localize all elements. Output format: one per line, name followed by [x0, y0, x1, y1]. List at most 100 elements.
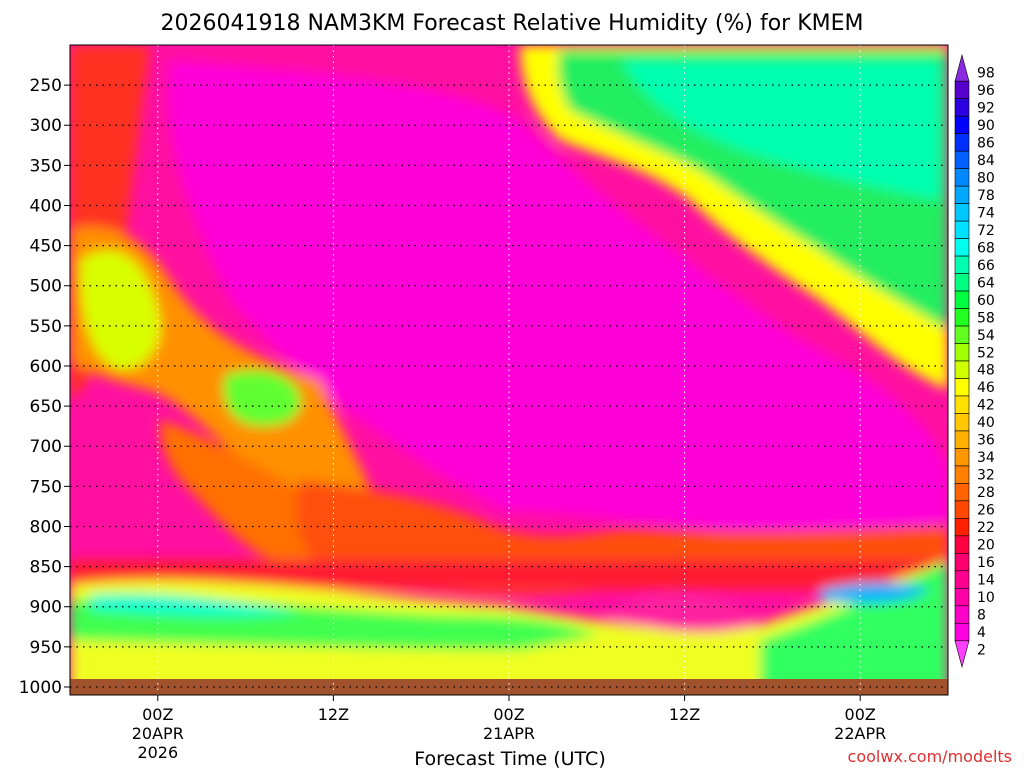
x-tick-label: 2026 [137, 743, 178, 762]
colorbar-label: 2 [977, 643, 986, 659]
y-tick-label: 500 [30, 277, 62, 297]
y-tick-label: 850 [30, 558, 62, 578]
colorbar-swatch [954, 395, 970, 414]
plot-area [70, 45, 948, 695]
colorbar-label: 26 [977, 503, 995, 519]
credit-text: coolwx.com/modelts [848, 747, 1012, 766]
colorbar-label: 80 [977, 170, 995, 186]
y-tick-label: 700 [30, 437, 62, 457]
colorbar-label: 4 [977, 625, 986, 641]
colorbar-swatch [954, 465, 970, 484]
colorbar-swatch [954, 290, 970, 309]
boundary-layer-cyan [90, 593, 300, 617]
colorbar-label: 10 [977, 590, 995, 606]
colorbar-label: 84 [977, 153, 995, 169]
colorbar-label: 58 [977, 310, 995, 326]
colorbar-swatch [954, 413, 970, 432]
colorbar-swatch [954, 168, 970, 187]
colorbar-swatch [954, 378, 970, 397]
colorbar-swatch [954, 220, 970, 239]
lower-right-blue [820, 582, 930, 603]
low-level-red-band [70, 560, 948, 590]
colorbar-swatch [954, 535, 970, 554]
colorbar-swatch [954, 605, 970, 624]
y-tick-label: 950 [30, 638, 62, 658]
colorbar-label: 34 [977, 450, 995, 466]
colorbar-swatch [954, 133, 970, 152]
x-tick-label: 12Z [669, 705, 700, 724]
x-tick-label: 00Z [142, 705, 173, 724]
x-tick-label: 21APR [483, 724, 535, 743]
colorbar-label: 72 [977, 223, 995, 239]
x-tick-label: 22APR [834, 724, 886, 743]
y-tick-label: 450 [30, 237, 62, 257]
y-tick-label: 350 [30, 156, 62, 176]
colorbar-label: 36 [977, 433, 995, 449]
surface-band [70, 679, 948, 695]
colorbar-label: 60 [977, 293, 995, 309]
colorbar-swatch [954, 203, 970, 222]
y-tick-label: 650 [30, 397, 62, 417]
colorbar-label: 40 [977, 415, 995, 431]
y-tick-label: 750 [30, 477, 62, 497]
x-axis-label: Forecast Time (UTC) [414, 748, 605, 768]
colorbar-label: 14 [977, 573, 995, 589]
colorbar-label: 20 [977, 538, 995, 554]
colorbar-swatch [954, 343, 970, 362]
y-tick-label: 550 [30, 317, 62, 337]
colorbar-bottom-arrow [954, 640, 970, 669]
humidity-field [70, 45, 948, 695]
colorbar-swatch [954, 80, 970, 100]
colorbar-label: 16 [977, 555, 995, 571]
y-tick-label: 800 [30, 517, 62, 537]
y-tick-label: 400 [30, 196, 62, 216]
colorbar-label: 66 [977, 258, 995, 274]
chart-title: 2026041918 NAM3KM Forecast Relative Humi… [161, 11, 864, 36]
y-tick-label: 250 [30, 76, 62, 96]
colorbar-swatch [954, 325, 970, 344]
left-moist-plume-core [80, 250, 161, 370]
colorbar-swatch [954, 150, 970, 169]
colorbar-label: 92 [977, 100, 995, 116]
colorbar-swatch [954, 430, 970, 449]
colorbar-swatch [954, 115, 970, 134]
y-tick-label: 600 [30, 357, 62, 377]
colorbar-swatch [954, 588, 970, 607]
colorbar-swatch [954, 255, 970, 274]
colorbar-swatch [954, 185, 970, 204]
y-tick-label: 300 [30, 116, 62, 136]
colorbar-label: 90 [977, 118, 995, 134]
colorbar-swatch [954, 360, 970, 379]
colorbar-label: 74 [977, 205, 995, 221]
colorbar-label: 96 [977, 83, 995, 99]
colorbar-label: 86 [977, 135, 995, 151]
colorbar-label: 64 [977, 275, 995, 291]
colorbar-swatch [954, 518, 970, 537]
colorbar-label: 42 [977, 398, 995, 414]
y-axis: 250 300 350 400 450 500 550 600 650 700 750 800 850 9… [19, 76, 70, 698]
colorbar-label: 32 [977, 468, 995, 484]
colorbar-swatch [954, 273, 970, 292]
x-tick-label: 00Z [845, 705, 876, 724]
colorbar-top-arrow [954, 53, 970, 82]
colorbar-label: 8 [977, 608, 986, 624]
colorbar-label: 78 [977, 188, 995, 204]
colorbar-swatch [954, 98, 970, 117]
colorbar-swatch [954, 500, 970, 519]
x-tick-label: 12Z [318, 705, 349, 724]
mid-moist-patch [223, 370, 301, 427]
x-tick-label: 20APR [132, 724, 184, 743]
y-tick-label: 900 [30, 598, 62, 618]
colorbar-label: 52 [977, 345, 995, 361]
colorbar-swatch [954, 483, 970, 502]
colorbar-label: 28 [977, 485, 995, 501]
colorbar-label: 46 [977, 380, 995, 396]
y-tick-label: 1000 [19, 678, 62, 698]
low-dry-pocket [600, 593, 760, 633]
colorbar-label: 68 [977, 240, 995, 256]
x-tick-label: 00Z [493, 705, 524, 724]
dry-core-region [167, 60, 948, 560]
colorbar-label: 48 [977, 363, 995, 379]
colorbar-swatch [954, 308, 970, 327]
